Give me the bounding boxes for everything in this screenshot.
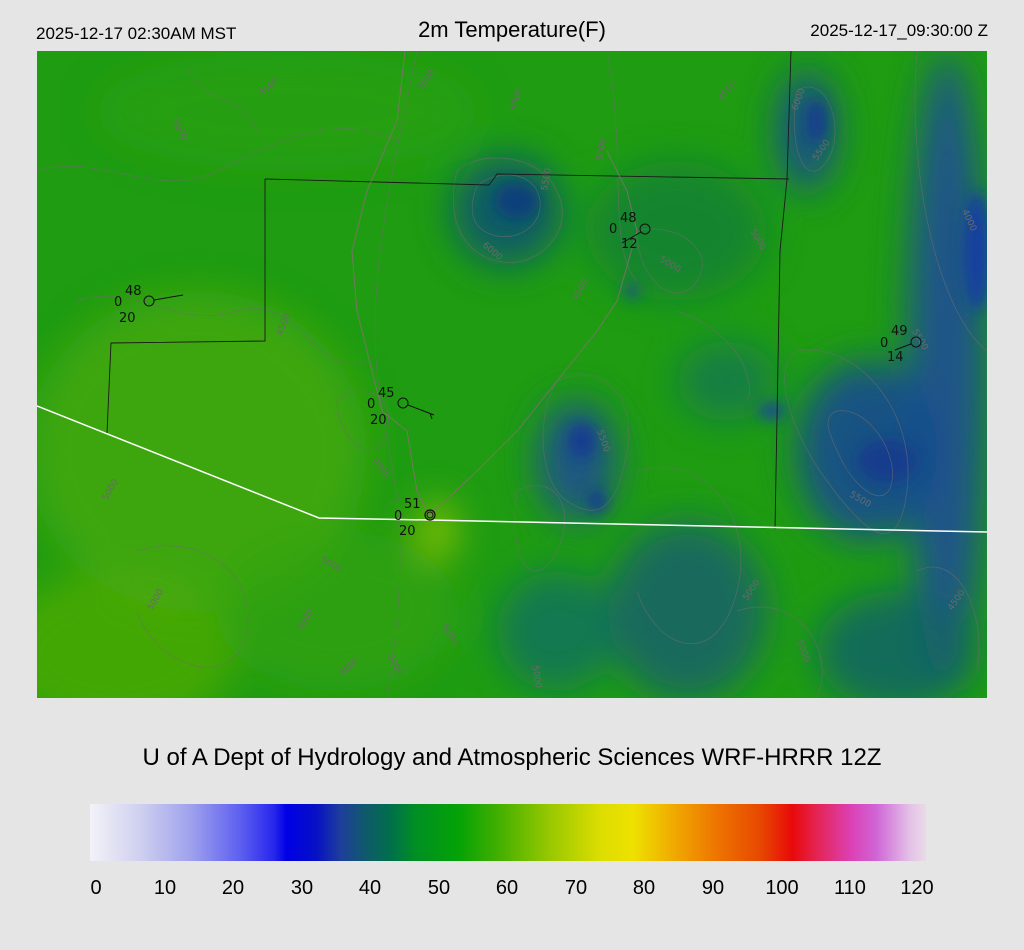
colorbar-tick: 20 bbox=[221, 877, 245, 899]
state-border bbox=[37, 405, 987, 533]
elevation-contours bbox=[37, 51, 987, 698]
colorbar-tick: 90 bbox=[701, 877, 725, 899]
colorbar-tick: 60 bbox=[495, 877, 519, 899]
station-dewpoint: 20 bbox=[370, 413, 387, 428]
station-plot[interactable]: 48 0 12 bbox=[609, 211, 651, 252]
station-gust: 0 bbox=[609, 222, 617, 237]
station-dewpoint: 12 bbox=[621, 237, 638, 252]
temperature-shading bbox=[37, 51, 987, 698]
colorbar-tick: 80 bbox=[632, 877, 656, 899]
utc-time-label: 2025-12-17_09:30:00 Z bbox=[810, 21, 988, 40]
colorbar-tick: 10 bbox=[153, 877, 177, 899]
station-temp: 48 bbox=[620, 211, 637, 226]
local-time-label: 2025-12-17 02:30AM MST bbox=[36, 24, 237, 43]
temperature-map[interactable]: 3000 4500 5000 5500 6000 5000 4500 4500 … bbox=[37, 51, 987, 698]
station-plot[interactable]: 48 0 20 bbox=[114, 284, 184, 326]
station-dewpoint: 20 bbox=[119, 311, 136, 326]
station-temp: 45 bbox=[378, 386, 395, 401]
county-boundaries bbox=[106, 51, 792, 530]
map-title: 2m Temperature(F) bbox=[418, 17, 606, 42]
colorbar-tick: 100 bbox=[765, 877, 799, 899]
station-temp: 49 bbox=[891, 324, 908, 339]
station-temp: 48 bbox=[125, 284, 142, 299]
station-dewpoint: 20 bbox=[399, 524, 416, 539]
colorbar-tick: 70 bbox=[564, 877, 588, 899]
station-plot[interactable]: 45 0 20 bbox=[367, 386, 435, 428]
roads bbox=[351, 51, 638, 517]
station-gust: 0 bbox=[880, 336, 888, 351]
station-gust: 0 bbox=[114, 295, 122, 310]
colorbar-tick: 0 bbox=[90, 877, 102, 899]
colorbar-tick: 30 bbox=[290, 877, 314, 899]
colorbar-tick: 40 bbox=[358, 877, 382, 899]
svg-text:5000: 5000 bbox=[595, 137, 609, 162]
svg-text:5000: 5000 bbox=[529, 665, 543, 690]
colorbar-tick: 50 bbox=[427, 877, 451, 899]
station-plot[interactable]: 51 0 20 bbox=[394, 497, 436, 539]
station-dewpoint: 14 bbox=[887, 350, 904, 365]
station-temp: 51 bbox=[404, 497, 421, 512]
station-gust: 0 bbox=[394, 509, 402, 524]
colorbar-tick: 110 bbox=[834, 877, 866, 899]
station-gust: 0 bbox=[367, 397, 375, 412]
colorbar bbox=[90, 804, 926, 861]
colorbar-tick: 120 bbox=[900, 877, 934, 899]
station-plot[interactable]: 49 0 14 bbox=[880, 324, 922, 365]
svg-text:5500: 5500 bbox=[540, 167, 554, 192]
model-credit: U of A Dept of Hydrology and Atmospheric… bbox=[142, 744, 882, 771]
